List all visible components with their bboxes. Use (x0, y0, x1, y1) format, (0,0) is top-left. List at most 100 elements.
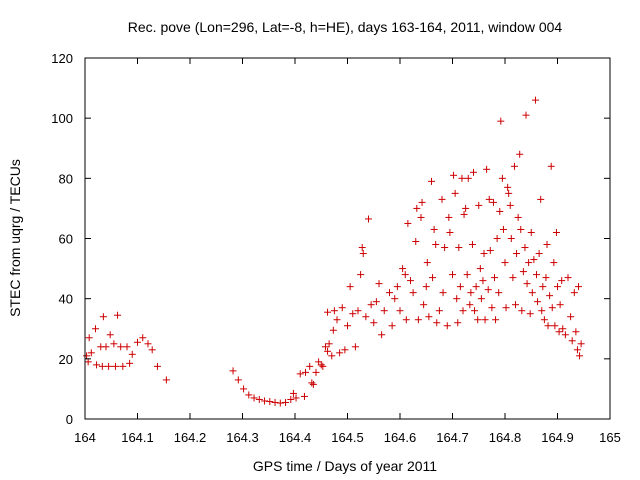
data-point (396, 307, 404, 315)
data-point (425, 313, 433, 321)
data-point (302, 368, 309, 376)
data-point (449, 271, 456, 279)
data-point (105, 362, 113, 370)
data-point (329, 326, 337, 334)
x-tick-label: 164.9 (541, 430, 574, 445)
data-point (321, 343, 329, 351)
data-point (547, 162, 555, 170)
data-point (476, 265, 484, 273)
data-point (362, 313, 370, 321)
data-point (496, 207, 504, 215)
data-point (483, 165, 491, 173)
data-point (543, 241, 551, 249)
data-point (516, 150, 524, 158)
data-point (346, 283, 354, 291)
data-point (458, 174, 466, 182)
data-point (462, 204, 470, 212)
data-point (418, 198, 426, 206)
data-point (432, 241, 440, 249)
data-point (349, 310, 357, 318)
data-point (319, 362, 327, 370)
data-point (271, 398, 279, 406)
data-point (572, 328, 580, 336)
data-point (459, 307, 467, 315)
data-point (84, 358, 92, 366)
data-point (380, 307, 388, 315)
data-point (509, 274, 517, 282)
data-point (451, 189, 459, 197)
data-point (556, 301, 564, 309)
data-point (568, 337, 576, 345)
x-tick-label: 164.7 (436, 430, 469, 445)
data-point (548, 304, 556, 312)
data-point (464, 174, 472, 182)
data-point (551, 322, 559, 330)
data-point (344, 322, 351, 330)
data-point (570, 289, 578, 297)
data-point (567, 313, 575, 321)
data-point (393, 283, 401, 291)
data-point (485, 195, 493, 203)
data-point (453, 295, 461, 303)
data-point (429, 274, 437, 282)
data-point (466, 301, 474, 309)
data-point (106, 331, 114, 339)
x-tick-label: 164.4 (279, 430, 312, 445)
ticks: 164 164.1 164.2 164.3 164.4 164.5 164.6 164.7 16… (51, 51, 621, 445)
data-point (402, 316, 410, 324)
data-point (119, 362, 127, 370)
y-axis-title: STEC from uqrg / TECUs (7, 159, 23, 317)
x-tick-label: 164.5 (331, 430, 364, 445)
data-point (564, 274, 572, 282)
data-point (430, 225, 438, 233)
data-point (144, 340, 152, 348)
data-point (359, 250, 367, 258)
data-point (468, 241, 476, 249)
data-point (375, 280, 383, 288)
data-point (474, 316, 482, 324)
y-tick-label: 100 (51, 111, 73, 126)
data-point (446, 228, 454, 236)
data-point (102, 343, 110, 351)
data-point (98, 362, 106, 370)
data-point (414, 316, 422, 324)
data-point (526, 310, 534, 318)
data-point (525, 259, 533, 267)
data-point (527, 228, 535, 236)
x-tick-label: 165 (599, 430, 621, 445)
data-point (370, 319, 378, 327)
data-point (471, 307, 479, 315)
data-point (229, 367, 237, 375)
data-point (537, 195, 545, 203)
data-point (85, 334, 93, 342)
data-point (552, 228, 560, 236)
data-point (266, 398, 274, 406)
data-point (289, 389, 297, 397)
data-point (357, 271, 365, 279)
data-point (555, 328, 563, 336)
data-point (423, 259, 431, 267)
data-point (148, 346, 156, 354)
data-point (433, 319, 441, 327)
data-point (312, 368, 320, 376)
data-point (276, 399, 284, 407)
data-point (504, 183, 512, 191)
data-point (472, 283, 480, 291)
data-point (554, 283, 561, 291)
data-point (87, 349, 95, 357)
data-point (455, 244, 463, 252)
data-point (333, 316, 341, 324)
data-point (510, 162, 518, 170)
x-tick-label: 164.1 (121, 430, 154, 445)
y-tick-label: 0 (66, 412, 73, 427)
data-point (530, 256, 538, 264)
data-point (539, 283, 547, 291)
data-point (378, 331, 386, 339)
x-tick-label: 164.8 (489, 430, 522, 445)
data-point (521, 244, 529, 252)
data-point (573, 346, 581, 354)
data-point (514, 213, 522, 221)
data-point (489, 198, 497, 206)
